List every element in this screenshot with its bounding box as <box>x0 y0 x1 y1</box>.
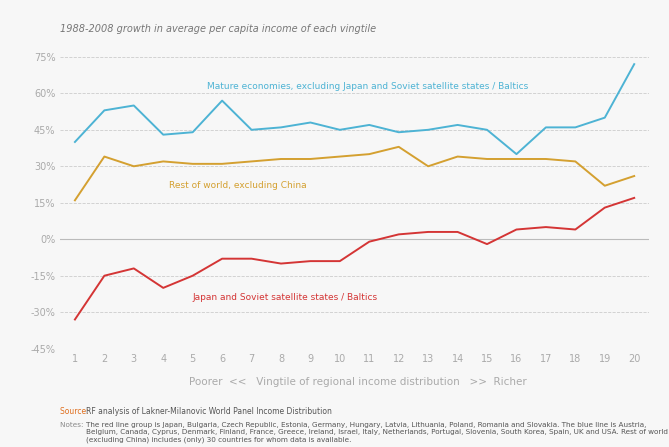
Text: Mature economies, excluding Japan and Soviet satellite states / Baltics: Mature economies, excluding Japan and So… <box>207 81 529 91</box>
Text: Rest of world, excluding China: Rest of world, excluding China <box>169 181 307 190</box>
Text: Notes:: Notes: <box>60 422 86 428</box>
Text: RF analysis of Lakner-Milanovic World Panel Income Distribution: RF analysis of Lakner-Milanovic World Pa… <box>86 407 332 416</box>
Text: 1988-2008 growth in average per capita income of each vingtile: 1988-2008 growth in average per capita i… <box>60 24 377 34</box>
Text: Japan and Soviet satellite states / Baltics: Japan and Soviet satellite states / Balt… <box>193 293 378 302</box>
Text: Poorer  <<   Vingtile of regional income distribution   >>  Richer: Poorer << Vingtile of regional income di… <box>189 377 527 387</box>
Text: Source:: Source: <box>60 407 91 416</box>
Text: The red line group is Japan, Bulgaria, Czech Republic, Estonia, Germany, Hungary: The red line group is Japan, Bulgaria, C… <box>86 422 668 443</box>
